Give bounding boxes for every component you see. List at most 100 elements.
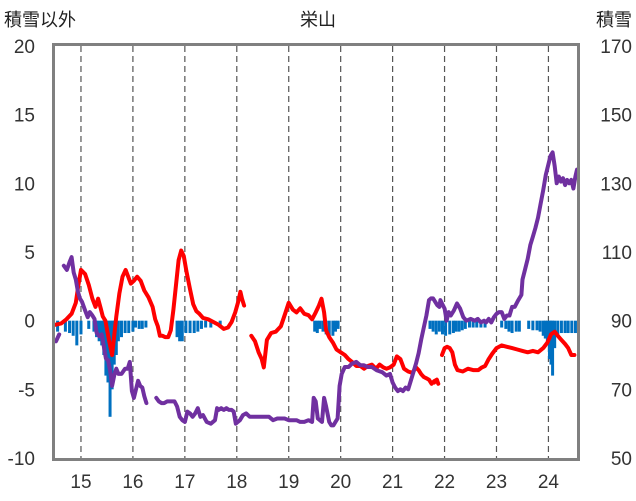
- bar: [114, 320, 118, 355]
- bar: [321, 320, 325, 332]
- bar: [541, 320, 545, 336]
- bar: [549, 320, 553, 365]
- left-tick-label: 5: [24, 243, 35, 264]
- bar: [116, 320, 120, 342]
- x-tick-label: 16: [122, 472, 143, 493]
- right-tick-label: 50: [611, 449, 632, 470]
- bar: [535, 320, 539, 331]
- bar: [327, 320, 331, 338]
- bar: [467, 320, 471, 328]
- left-tick-label: 0: [24, 312, 35, 333]
- bar: [451, 320, 455, 334]
- series-line-purple: [154, 150, 579, 428]
- bar: [123, 320, 127, 334]
- right-tick-label: 130: [600, 174, 632, 195]
- bar: [527, 320, 531, 329]
- bar: [63, 320, 67, 332]
- bar: [556, 320, 560, 335]
- x-tick-label: 15: [70, 472, 91, 493]
- right-tick-label: 90: [611, 312, 632, 333]
- bar: [318, 320, 322, 329]
- bar: [119, 320, 123, 338]
- bar: [437, 320, 441, 332]
- bar: [79, 320, 83, 335]
- bar: [517, 320, 521, 332]
- left-tick-label: 10: [14, 174, 35, 195]
- bar: [87, 320, 91, 329]
- bar: [551, 320, 555, 376]
- bar: [444, 320, 448, 336]
- bar: [106, 320, 110, 383]
- bar: [531, 320, 535, 331]
- bar: [68, 320, 72, 334]
- bar: [507, 320, 511, 332]
- right-tick-label: 170: [600, 37, 632, 58]
- x-tick-label: 24: [538, 472, 560, 493]
- bar: [140, 320, 144, 329]
- left-tick-label: 20: [14, 37, 35, 58]
- bar: [196, 320, 200, 332]
- bar: [514, 320, 518, 332]
- series-line-purple: [61, 255, 149, 406]
- bar: [209, 320, 213, 328]
- bar: [570, 320, 574, 334]
- bar: [440, 320, 444, 335]
- x-tick-label: 22: [434, 472, 455, 493]
- bar: [428, 320, 432, 329]
- left-tick-label: 15: [14, 106, 35, 127]
- series-line-red: [53, 248, 247, 357]
- chart-title: 栄山: [300, 10, 336, 31]
- bar: [563, 320, 567, 334]
- x-tick-label: 19: [278, 472, 299, 493]
- bar: [71, 320, 75, 336]
- bar: [471, 320, 475, 328]
- bar: [331, 320, 335, 336]
- bar: [504, 320, 508, 329]
- bar: [454, 320, 458, 332]
- bar: [188, 320, 192, 334]
- x-tick-label: 21: [382, 472, 403, 493]
- bar: [463, 320, 467, 329]
- plot-frame: [52, 43, 580, 461]
- bar: [137, 320, 141, 329]
- series-line-purple: [54, 332, 62, 344]
- header: 積雪以外 栄山 積雪: [4, 10, 632, 31]
- right-axis-ticks: 170 150 130 110 90 70 50: [600, 37, 632, 470]
- series-line-red: [432, 377, 441, 386]
- left-tick-label: -5: [18, 380, 35, 401]
- left-tick-label: -10: [8, 449, 35, 470]
- bar: [127, 320, 131, 334]
- right-axis-label: 積雪: [596, 10, 632, 31]
- bar: [175, 320, 179, 338]
- bar: [434, 320, 438, 335]
- bar: [315, 320, 319, 334]
- bar: [336, 320, 340, 329]
- bar: [192, 320, 196, 334]
- bar: [457, 320, 461, 332]
- bar: [448, 320, 452, 335]
- bar: [313, 320, 317, 332]
- bar: [500, 320, 504, 328]
- bar: [538, 320, 542, 332]
- bar: [75, 320, 79, 346]
- bar: [97, 320, 101, 342]
- bar: [184, 320, 188, 334]
- bar: [543, 320, 547, 339]
- bar: [545, 320, 549, 346]
- bar: [134, 320, 138, 328]
- bar: [475, 320, 479, 328]
- series-lines: [53, 150, 579, 428]
- bar: [460, 320, 464, 331]
- bar: [204, 320, 208, 328]
- left-axis-ticks: 20 15 10 5 0 -5 -10: [8, 37, 35, 470]
- x-tick-label: 20: [330, 472, 351, 493]
- bar: [431, 320, 435, 332]
- x-axis-ticks: 15 16 17 18 19 20 21 22 23 24: [70, 472, 559, 493]
- bar: [333, 320, 337, 332]
- bar: [199, 320, 203, 329]
- right-tick-label: 110: [602, 243, 632, 264]
- x-tick-label: 18: [226, 472, 247, 493]
- left-axis-label: 積雪以外: [4, 10, 76, 31]
- bar: [573, 320, 577, 334]
